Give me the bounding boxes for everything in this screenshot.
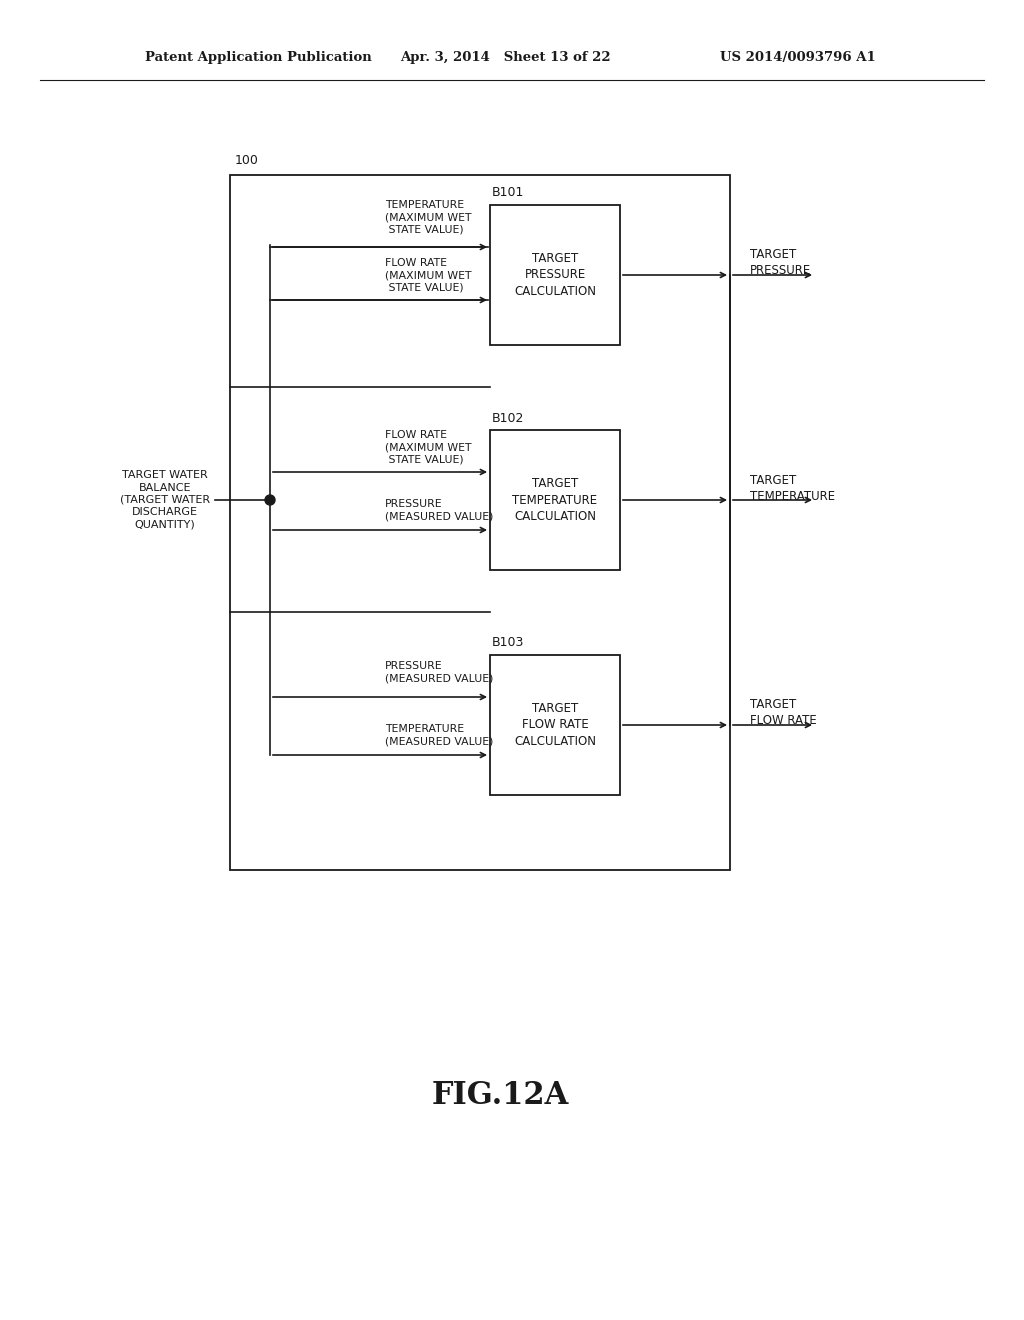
Bar: [230, 176, 730, 870]
Text: TARGET
FLOW RATE: TARGET FLOW RATE: [750, 698, 817, 727]
Text: TARGET
FLOW RATE
CALCULATION: TARGET FLOW RATE CALCULATION: [514, 702, 596, 748]
Text: TEMPERATURE
(MEASURED VALUE): TEMPERATURE (MEASURED VALUE): [385, 723, 494, 746]
Text: PRESSURE
(MEASURED VALUE): PRESSURE (MEASURED VALUE): [385, 499, 494, 521]
Text: TEMPERATURE
(MAXIMUM WET
 STATE VALUE): TEMPERATURE (MAXIMUM WET STATE VALUE): [385, 199, 471, 235]
Text: TARGET WATER
BALANCE
(TARGET WATER
DISCHARGE
QUANTITY): TARGET WATER BALANCE (TARGET WATER DISCH…: [120, 470, 210, 529]
Circle shape: [265, 495, 275, 506]
Bar: [490, 205, 620, 345]
Text: TARGET
PRESSURE
CALCULATION: TARGET PRESSURE CALCULATION: [514, 252, 596, 298]
Text: Patent Application Publication: Patent Application Publication: [145, 51, 372, 65]
Text: FLOW RATE
(MAXIMUM WET
 STATE VALUE): FLOW RATE (MAXIMUM WET STATE VALUE): [385, 429, 471, 465]
Text: B102: B102: [492, 412, 524, 425]
Text: FIG.12A: FIG.12A: [431, 1080, 568, 1110]
Text: TARGET
TEMPERATURE
CALCULATION: TARGET TEMPERATURE CALCULATION: [512, 477, 598, 523]
Text: 100: 100: [234, 154, 259, 168]
Text: B103: B103: [492, 636, 524, 649]
Bar: [490, 655, 620, 795]
Text: FLOW RATE
(MAXIMUM WET
 STATE VALUE): FLOW RATE (MAXIMUM WET STATE VALUE): [385, 257, 471, 293]
Text: US 2014/0093796 A1: US 2014/0093796 A1: [720, 51, 876, 65]
Text: TARGET
TEMPERATURE: TARGET TEMPERATURE: [750, 474, 836, 503]
Text: Apr. 3, 2014   Sheet 13 of 22: Apr. 3, 2014 Sheet 13 of 22: [400, 51, 610, 65]
Text: B101: B101: [492, 186, 524, 199]
Text: TARGET
PRESSURE: TARGET PRESSURE: [750, 248, 811, 277]
Text: PRESSURE
(MEASURED VALUE): PRESSURE (MEASURED VALUE): [385, 661, 494, 684]
Bar: [490, 430, 620, 570]
